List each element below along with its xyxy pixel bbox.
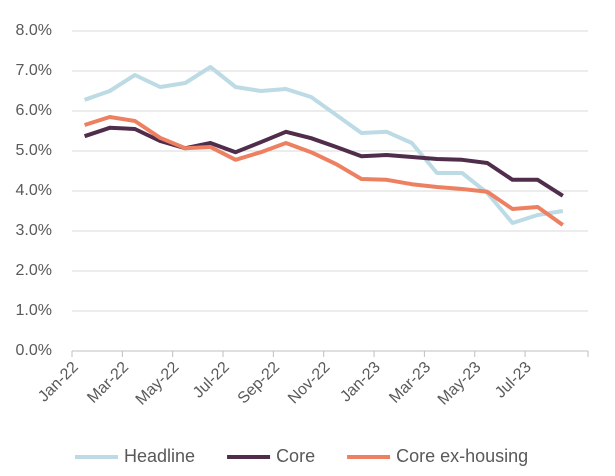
x-tick-label: Jul-23	[492, 359, 535, 402]
x-tick-label: Jan-22	[35, 359, 82, 406]
y-tick-label: 4.0%	[16, 182, 52, 199]
legend-label: Headline	[124, 446, 195, 466]
y-tick-label: 1.0%	[16, 302, 52, 319]
y-tick-label: 7.0%	[16, 62, 52, 79]
series-line	[83, 65, 564, 225]
x-tick-label: Nov-22	[285, 359, 334, 408]
y-tick-label: 8.0%	[16, 22, 52, 39]
x-tick-label: May-23	[435, 359, 485, 409]
x-tick-label: Jan-23	[337, 359, 384, 406]
x-tick-label: Mar-22	[84, 359, 132, 407]
x-tick-label: Sep-22	[235, 359, 284, 408]
series-line	[83, 115, 564, 227]
y-tick-label: 6.0%	[16, 102, 52, 119]
x-tick-label: Jul-22	[190, 359, 233, 402]
y-tick-label: 3.0%	[16, 222, 52, 239]
x-tick-label: Mar-23	[386, 359, 434, 407]
x-tick-label: May-22	[133, 359, 183, 409]
series-line	[83, 125, 564, 198]
legend-label: Core	[276, 446, 315, 466]
y-tick-label: 0.0%	[16, 342, 52, 359]
y-tick-label: 2.0%	[16, 262, 52, 279]
legend-label: Core ex-housing	[396, 446, 528, 466]
y-tick-label: 5.0%	[16, 142, 52, 159]
